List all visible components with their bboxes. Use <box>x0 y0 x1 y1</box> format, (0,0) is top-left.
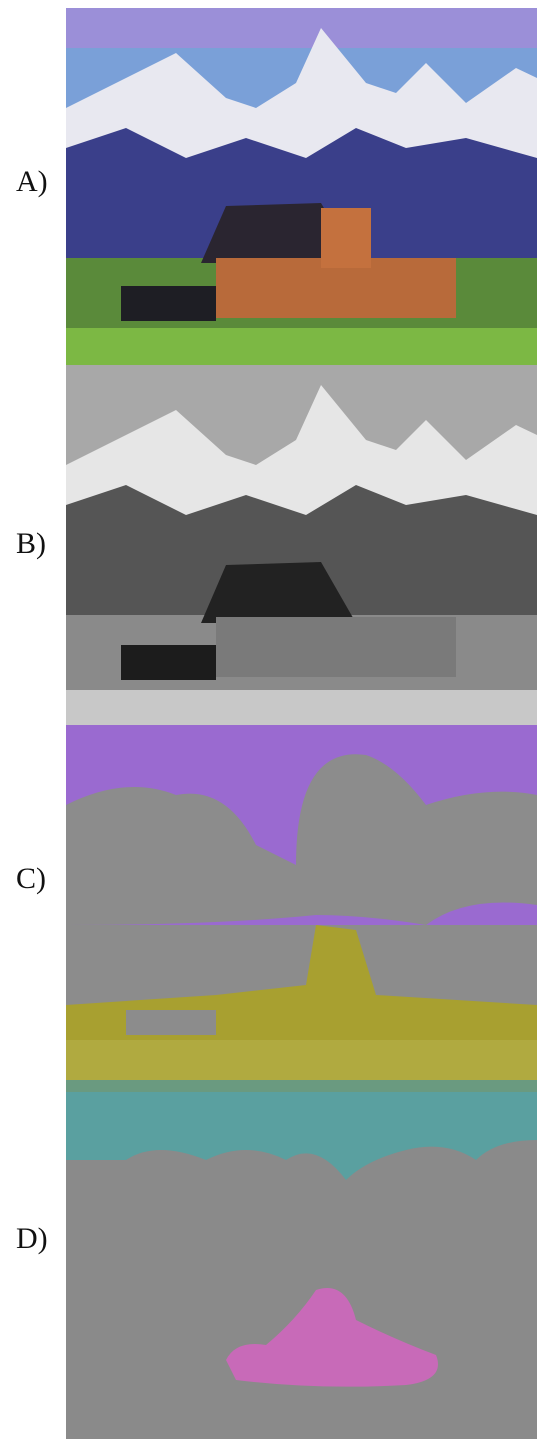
panel-label: C) <box>16 862 46 896</box>
panel-d <box>66 1080 537 1439</box>
panel-label: D) <box>16 1222 48 1256</box>
panel-b <box>66 365 537 725</box>
image-panels <box>66 8 537 1439</box>
grass <box>66 328 537 365</box>
panel-label: A) <box>16 165 48 199</box>
region <box>66 1040 537 1080</box>
shed <box>121 286 216 321</box>
barn <box>216 617 456 677</box>
sky-band <box>66 8 537 48</box>
panel-label: B) <box>16 527 46 561</box>
shed <box>121 645 216 680</box>
region <box>66 1080 537 1092</box>
panel-a <box>66 8 537 365</box>
barn-gable <box>321 208 371 268</box>
page: A) B) C) D) (() => { <box>0 0 537 1439</box>
region <box>126 1010 216 1035</box>
grass <box>66 690 537 725</box>
panel-c <box>66 725 537 1080</box>
